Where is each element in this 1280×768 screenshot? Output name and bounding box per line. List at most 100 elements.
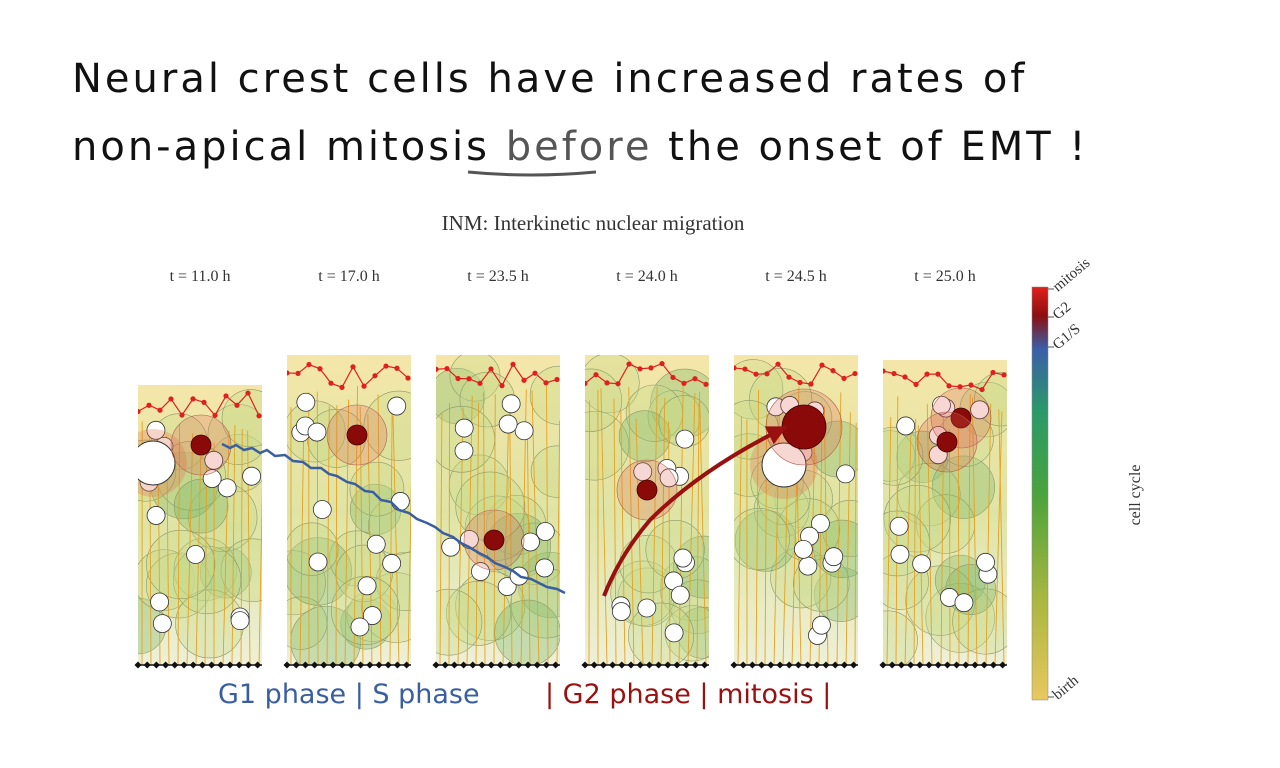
- basal-point: [739, 661, 747, 669]
- nucleus: [889, 516, 909, 536]
- apical-point: [913, 381, 919, 387]
- cell-fiber: [556, 420, 560, 665]
- basal-point: [180, 661, 188, 669]
- cell-fiber: [531, 390, 540, 665]
- basal-point: [469, 661, 477, 669]
- nucleus: [501, 394, 521, 414]
- apical-point: [466, 376, 472, 382]
- cell-halo: [173, 478, 229, 534]
- apical-point: [637, 366, 643, 372]
- basal-point: [581, 661, 589, 669]
- nucleus: [150, 592, 169, 612]
- nucleus: [664, 623, 684, 643]
- apical-point: [138, 408, 141, 415]
- heading-line1: Neural crest cells have increased rates …: [72, 56, 1027, 102]
- nucleus: [670, 585, 690, 605]
- cell-fiber: [913, 418, 917, 665]
- colorbar-label: cell cycle: [1127, 465, 1144, 526]
- cell-fiber: [971, 397, 978, 665]
- apical-point: [935, 371, 941, 377]
- basal-point: [450, 661, 458, 669]
- heading-line2-end: the onset of EMT !: [668, 124, 1088, 170]
- panel: [883, 360, 1007, 665]
- cell-halo: [529, 365, 560, 425]
- cell-halo: [464, 495, 530, 561]
- cell-halo: [585, 368, 623, 432]
- cell-fiber: [651, 386, 658, 665]
- apical-point: [615, 381, 621, 387]
- apical-point: [394, 365, 400, 371]
- cell-halo: [335, 544, 393, 603]
- basal-point: [897, 661, 905, 669]
- basal-point: [627, 661, 635, 669]
- cell-fiber: [177, 424, 181, 665]
- apical-point: [734, 365, 737, 371]
- basal-point: [999, 661, 1007, 669]
- nucleus: [637, 598, 657, 618]
- apical-point: [223, 393, 229, 399]
- mitotic-nucleus: [190, 434, 212, 456]
- basal-point: [971, 661, 979, 669]
- nucleus: [970, 400, 990, 420]
- basal-point: [533, 661, 541, 669]
- basal-point: [311, 661, 319, 669]
- cell-fiber: [389, 402, 393, 665]
- apical-point: [510, 361, 516, 367]
- basal-point: [804, 661, 812, 669]
- basal-point: [301, 661, 309, 669]
- basal-point: [645, 661, 653, 669]
- nucleus: [366, 534, 386, 554]
- apical-point: [306, 361, 312, 368]
- basal-point: [254, 661, 262, 669]
- cell-halo: [449, 355, 501, 402]
- panel-label: t = 24.5 h: [765, 268, 826, 285]
- nucleus: [912, 554, 932, 574]
- apical-point: [883, 368, 886, 374]
- basal-point: [478, 661, 486, 669]
- cell-fiber: [854, 423, 857, 665]
- cell-fiber: [755, 389, 760, 665]
- nucleus: [146, 420, 166, 440]
- basal-point: [618, 661, 626, 669]
- cell-fiber: [588, 400, 591, 665]
- cell-halo: [530, 445, 560, 498]
- mitotic-nucleus: [936, 431, 958, 453]
- nucleus: [896, 416, 916, 436]
- cell-fiber: [699, 391, 707, 665]
- apical-point: [532, 370, 538, 376]
- nucleus: [824, 547, 844, 567]
- heading-line2: non-apical mitosis before the onset of E…: [72, 124, 1088, 170]
- apical-point: [361, 383, 367, 389]
- basal-point: [552, 661, 560, 669]
- cell-fiber: [483, 392, 486, 665]
- cell-fiber: [886, 417, 892, 665]
- heading-emphasis: before: [506, 124, 653, 170]
- nucleus: [357, 576, 377, 596]
- basal-point: [198, 661, 206, 669]
- basal-point: [460, 661, 468, 669]
- cell-fiber: [845, 412, 851, 665]
- nucleus: [535, 522, 555, 541]
- basal-point: [599, 661, 607, 669]
- apical-point: [703, 381, 709, 387]
- apical-point: [499, 383, 505, 389]
- emphasis-underline: [467, 170, 597, 177]
- basal-point: [590, 661, 598, 669]
- nucleus: [312, 500, 332, 519]
- basal-point: [682, 661, 690, 669]
- apical-point: [245, 390, 251, 396]
- basal-point: [785, 661, 793, 669]
- cell-fiber: [967, 394, 971, 665]
- apical-point: [819, 362, 825, 368]
- basal-point: [487, 661, 495, 669]
- basal-point: [767, 661, 775, 669]
- cell-fiber: [620, 410, 626, 665]
- nucleus: [350, 617, 370, 637]
- basal-point: [441, 661, 449, 669]
- basal-point: [989, 661, 997, 669]
- apical-point: [328, 380, 334, 386]
- apical-point: [775, 361, 781, 367]
- apical-point: [593, 372, 599, 378]
- basal-point: [888, 661, 896, 669]
